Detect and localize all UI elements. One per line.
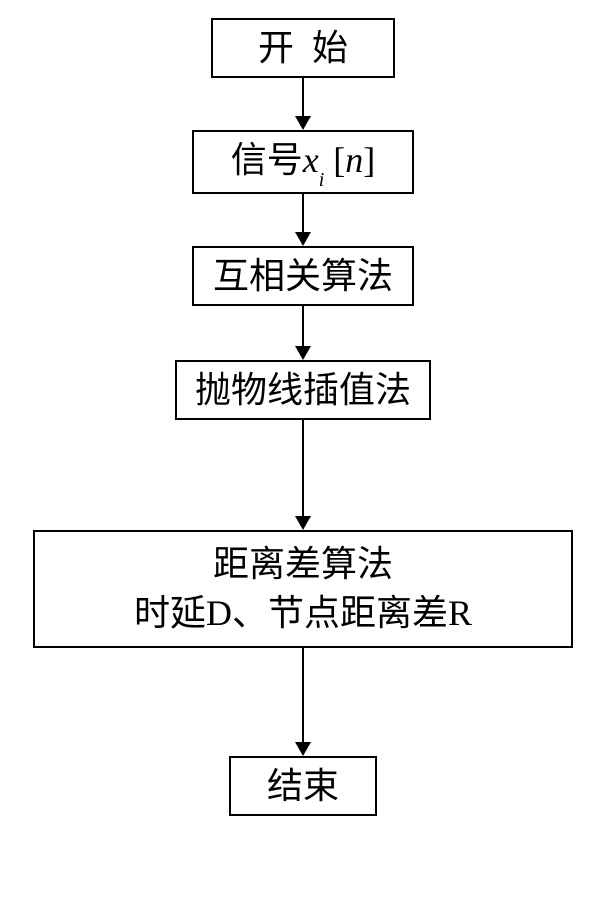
node-end: 结束 [229,756,377,816]
node-xcorr-label: 互相关算法 [213,252,393,301]
arrowhead-xcorr-to-parab [295,346,311,360]
arrowhead-signal-to-xcorr [295,232,311,246]
node-xcorr: 互相关算法 [192,246,414,306]
node-end-label: 结束 [267,762,339,811]
node-start-label: 开 始 [258,24,348,73]
arrowhead-distdiff-to-end [295,742,311,756]
edge-xcorr-to-parab [302,306,304,346]
node-signal-label: 信号xi [n] [231,136,376,188]
node-distdiff: 距离差算法 时延D、节点距离差R [33,530,573,648]
edge-start-to-signal [302,78,304,116]
node-start: 开 始 [211,18,395,78]
flowchart-container: { "flowchart": { "type": "flowchart", "b… [0,0,606,924]
node-distdiff-label: 距离差算法 时延D、节点距离差R [134,540,472,637]
edge-signal-to-xcorr [302,194,304,232]
node-parab-label: 抛物线插值法 [195,366,411,415]
edge-parab-to-distdiff [302,420,304,516]
node-signal: 信号xi [n] [192,130,414,194]
arrowhead-start-to-signal [295,116,311,130]
arrowhead-parab-to-distdiff [295,516,311,530]
node-parab: 抛物线插值法 [175,360,431,420]
edge-distdiff-to-end [302,648,304,742]
